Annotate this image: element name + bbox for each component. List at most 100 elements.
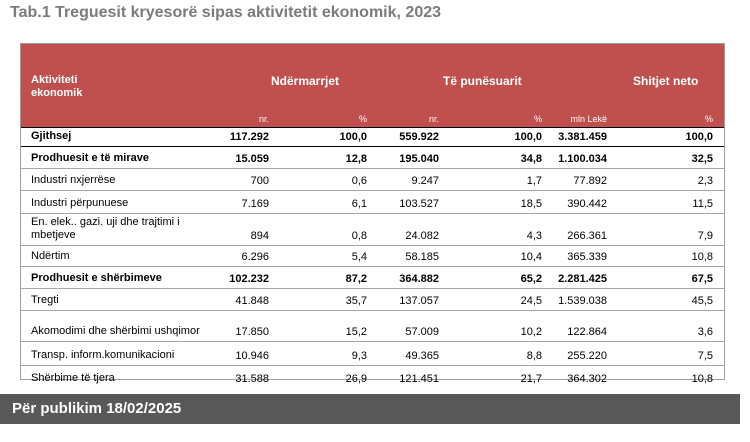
cell-sales: 1.100.034 — [558, 153, 607, 165]
table-body: Gjithsej 117.292 100,0 559.922 100,0 3.3… — [21, 127, 724, 388]
table-row: Prodhuesit e shërbimeve 102.232 87,2 364… — [21, 267, 724, 289]
cell-employed: 195.040 — [399, 153, 439, 165]
table-row: En. elek.. gazi. uji dhe trajtimi i mbet… — [21, 214, 724, 246]
table-row: Gjithsej 117.292 100,0 559.922 100,0 3.3… — [21, 127, 724, 147]
page-title: Tab.1 Treguesit kryesorë sipas aktivitet… — [10, 4, 442, 21]
table-row: Tregti 41.848 35,7 137.057 24,5 1.539.03… — [21, 289, 724, 311]
cell-employed-pct: 10,4 — [520, 251, 542, 263]
cell-employed-pct: 4,3 — [526, 230, 542, 242]
row-label: Transp. inform.komunikacioni — [31, 349, 175, 361]
table-row: Transp. inform.komunikacioni 10.946 9,3 … — [21, 342, 724, 366]
unit-enterprises-nr: nr. — [258, 114, 269, 124]
cell-employed: 103.527 — [399, 198, 439, 210]
cell-sales: 3.381.459 — [558, 131, 607, 143]
unit-employed-nr: nr. — [428, 114, 439, 124]
cell-employed: 58.185 — [405, 251, 439, 263]
cell-sales-pct: 10,8 — [691, 251, 713, 263]
header-employed: Të punësuarit — [443, 74, 522, 88]
table-row: Prodhuesit e të mirave 15.059 12,8 195.0… — [21, 147, 724, 169]
cell-sales-pct: 45,5 — [691, 295, 713, 307]
cell-enterprises: 117.292 — [229, 131, 269, 143]
cell-enterprises: 7.169 — [241, 198, 269, 210]
cell-enterprises-pct: 15,2 — [345, 326, 367, 338]
cell-employed: 559.922 — [399, 131, 439, 143]
cell-enterprises-pct: 5,4 — [351, 251, 367, 263]
cell-employed: 364.882 — [399, 273, 439, 285]
row-label: En. elek.. gazi. uji dhe trajtimi i mbet… — [31, 216, 180, 241]
header-enterprises: Ndërmarrjet — [271, 74, 340, 88]
cell-sales: 255.220 — [567, 350, 607, 362]
unit-employed-pct: % — [533, 114, 542, 124]
cell-enterprises: 102.232 — [229, 273, 269, 285]
cell-enterprises-pct: 26,9 — [345, 373, 367, 385]
cell-enterprises: 10.946 — [235, 350, 269, 362]
row-label: Industri nxjerrëse — [31, 174, 116, 186]
cell-sales: 2.281.425 — [558, 273, 607, 285]
cell-enterprises: 894 — [250, 230, 269, 242]
publication-footer: Për publikim 18/02/2025 — [0, 394, 740, 424]
cell-employed: 137.057 — [399, 295, 439, 307]
cell-sales-pct: 11,5 — [692, 198, 713, 210]
cell-enterprises-pct: 6,1 — [351, 198, 367, 210]
cell-sales: 266.361 — [567, 230, 607, 242]
publication-date: Për publikim 18/02/2025 — [12, 400, 182, 417]
cell-enterprises-pct: 100,0 — [339, 131, 367, 143]
cell-employed-pct: 24,5 — [520, 295, 542, 307]
cell-sales: 364.302 — [567, 373, 607, 385]
statistics-table: Aktiviteti ekonomik Ndërmarrjet Të punës… — [20, 43, 725, 385]
cell-employed: 121.451 — [399, 373, 439, 385]
cell-sales-pct: 7,9 — [697, 230, 713, 242]
table-row: Industri përpunuese 7.169 6,1 103.527 18… — [21, 191, 724, 214]
unit-sales-mln: mln Lekë — [570, 114, 607, 124]
cell-employed-pct: 34,8 — [520, 153, 542, 165]
unit-enterprises-pct: % — [358, 114, 367, 124]
cell-employed-pct: 65,2 — [520, 273, 542, 285]
cell-sales: 122.864 — [567, 326, 607, 338]
cell-enterprises: 31.588 — [235, 373, 269, 385]
cell-enterprises-pct: 12,8 — [345, 153, 367, 165]
table-row: Shërbime të tjera 31.588 26,9 121.451 21… — [21, 366, 724, 388]
row-label: Akomodimi dhe shërbimi ushqimor — [31, 325, 200, 337]
cell-employed-pct: 1,7 — [526, 175, 542, 187]
cell-sales-pct: 7,5 — [697, 350, 713, 362]
cell-employed-pct: 10,2 — [520, 326, 542, 338]
row-label: Gjithsej — [31, 130, 72, 142]
table-row: Ndërtim 6.296 5,4 58.185 10,4 365.339 10… — [21, 246, 724, 267]
cell-enterprises-pct: 9,3 — [351, 350, 367, 362]
cell-sales-pct: 67,5 — [691, 273, 713, 285]
row-label: Industri përpunuese — [31, 197, 129, 209]
cell-enterprises: 41.848 — [235, 295, 269, 307]
cell-enterprises: 6.296 — [241, 251, 269, 263]
cell-employed: 57.009 — [405, 326, 439, 338]
cell-sales-pct: 100,0 — [685, 131, 713, 143]
table-row: Industri nxjerrëse 700 0,6 9.247 1,7 77.… — [21, 169, 724, 191]
cell-enterprises-pct: 35,7 — [345, 295, 367, 307]
cell-sales-pct: 10,8 — [691, 373, 713, 385]
cell-enterprises-pct: 0,8 — [351, 230, 367, 242]
cell-employed-pct: 21,7 — [520, 373, 542, 385]
cell-enterprises-pct: 87,2 — [345, 273, 367, 285]
table-row: Akomodimi dhe shërbimi ushqimor 17.850 1… — [21, 311, 724, 342]
row-label: Ndërtim — [31, 250, 70, 262]
cell-sales: 365.339 — [567, 251, 607, 263]
cell-sales: 390.442 — [567, 198, 607, 210]
cell-enterprises: 700 — [250, 175, 269, 187]
table-header: Aktiviteti ekonomik Ndërmarrjet Të punës… — [21, 44, 724, 127]
cell-employed: 9.247 — [411, 175, 439, 187]
cell-employed: 24.082 — [405, 230, 439, 242]
row-label: Tregti — [31, 294, 59, 306]
cell-employed-pct: 8,8 — [526, 350, 542, 362]
unit-sales-pct: % — [704, 114, 713, 124]
cell-sales: 1.539.038 — [558, 295, 607, 307]
row-label: Shërbime të tjera — [31, 372, 115, 384]
cell-enterprises: 17.850 — [235, 326, 269, 338]
cell-sales-pct: 32,5 — [691, 153, 713, 165]
row-label: Prodhuesit e të mirave — [31, 152, 149, 164]
header-activity: Aktiviteti ekonomik — [31, 74, 83, 99]
cell-sales-pct: 2,3 — [697, 175, 713, 187]
cell-enterprises-pct: 0,6 — [351, 175, 367, 187]
cell-enterprises: 15.059 — [235, 153, 269, 165]
cell-sales: 77.892 — [573, 175, 607, 187]
cell-employed: 49.365 — [405, 350, 439, 362]
cell-employed-pct: 18,5 — [520, 198, 542, 210]
